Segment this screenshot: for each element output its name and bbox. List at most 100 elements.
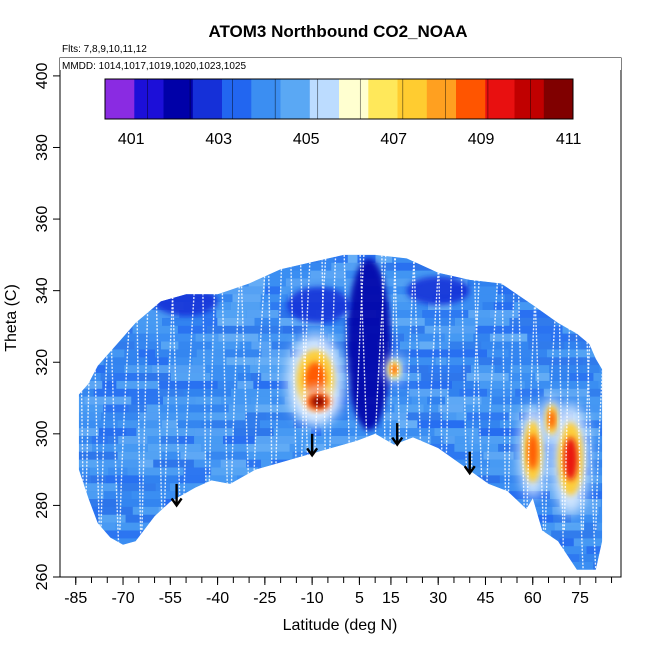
x-axis: -85 -70 -55 -40 -25 -10 5 15 30 45 60 75 [64, 577, 613, 607]
band-cell [419, 538, 439, 547]
band-cell [483, 546, 530, 555]
band-cell [192, 357, 227, 366]
band-cell [443, 546, 484, 555]
band-cell [226, 341, 241, 350]
band-cell [133, 554, 153, 562]
band-cell [78, 436, 92, 444]
band-cell [404, 333, 445, 342]
band-cell [78, 325, 103, 334]
band-cell [249, 262, 290, 271]
band-cell [419, 506, 466, 515]
band-cell [461, 254, 503, 263]
band-cell [179, 538, 209, 547]
band-cell [78, 506, 86, 515]
colorbar-ticks: 401 403 405 407 409 411 [118, 131, 582, 148]
band-cell [206, 475, 238, 484]
band-cell [101, 317, 117, 326]
band-cell [529, 270, 546, 279]
band-cell [507, 562, 542, 570]
band-cell [161, 341, 179, 350]
band-cell [394, 404, 424, 413]
band-cell [196, 349, 225, 358]
band-cell [401, 373, 422, 381]
band-cell [195, 278, 206, 287]
band-cell [543, 522, 555, 531]
band-cell [535, 373, 550, 381]
band-cell [157, 412, 190, 421]
band-cell [261, 459, 272, 468]
band-cell [161, 451, 181, 460]
band-cell [590, 491, 603, 499]
band-cell [543, 388, 589, 397]
band-cell [204, 270, 235, 279]
band-cell [180, 278, 196, 287]
band-cell [462, 294, 491, 303]
band-cell [568, 333, 584, 342]
band-cell [115, 522, 143, 531]
band-cell [193, 459, 221, 468]
band-cell [469, 467, 489, 476]
band-cell [261, 349, 290, 358]
y-axis-label: Theta (C) [3, 284, 20, 352]
band-cell [254, 404, 296, 413]
band-cell [227, 562, 239, 570]
band-cell [579, 286, 603, 295]
band-cell [103, 530, 149, 539]
band-cell [445, 396, 482, 405]
band-cell [78, 562, 88, 570]
band-cell [461, 514, 472, 523]
band-cell [443, 436, 455, 444]
band-cell [218, 333, 259, 342]
band-cell [573, 538, 585, 547]
band-cell [78, 546, 93, 555]
band-cell [158, 506, 169, 515]
band-cell [279, 546, 306, 555]
band-cell [78, 317, 91, 326]
band-cell [111, 254, 133, 263]
band-cell [247, 443, 290, 452]
band-cell [583, 333, 603, 342]
band-cell [78, 443, 93, 452]
band-cell [438, 404, 464, 413]
band-cell [90, 467, 109, 476]
colorbar-segment [105, 79, 135, 119]
band-cell [225, 349, 262, 358]
band-cell [295, 522, 312, 531]
band-cell [198, 554, 237, 562]
band-cell [438, 538, 461, 547]
band-cell [269, 562, 305, 570]
band-cell [78, 286, 83, 295]
band-cell [78, 499, 100, 507]
band-cell [588, 262, 603, 271]
band-cell [489, 333, 510, 342]
band-cell [389, 522, 411, 531]
band-cell [195, 396, 222, 405]
band-cell [357, 254, 376, 263]
band-cell [468, 436, 503, 444]
band-cell [483, 451, 514, 460]
band-cell [304, 562, 351, 570]
colorbar-segment [163, 79, 194, 119]
band-cell [245, 412, 267, 421]
band-cell [201, 443, 248, 452]
colorbar-tick-label: 401 [118, 131, 145, 148]
band-cell [301, 554, 312, 562]
band-cell [78, 365, 105, 373]
band-cell [92, 310, 126, 318]
band-cell [329, 436, 357, 444]
band-cell [598, 506, 603, 515]
band-cell [79, 247, 112, 255]
band-cell [266, 412, 294, 421]
band-cell [170, 349, 197, 358]
band-cell [358, 522, 390, 531]
band-cell [407, 538, 420, 547]
band-cell [240, 341, 252, 350]
band-cell [396, 428, 435, 436]
band-cell [183, 467, 212, 476]
band-cell [82, 522, 116, 531]
band-cell [187, 506, 206, 515]
band-cell [132, 325, 178, 334]
band-cell [549, 373, 570, 381]
band-cell [60, 342, 70, 350]
band-cell [528, 341, 565, 350]
